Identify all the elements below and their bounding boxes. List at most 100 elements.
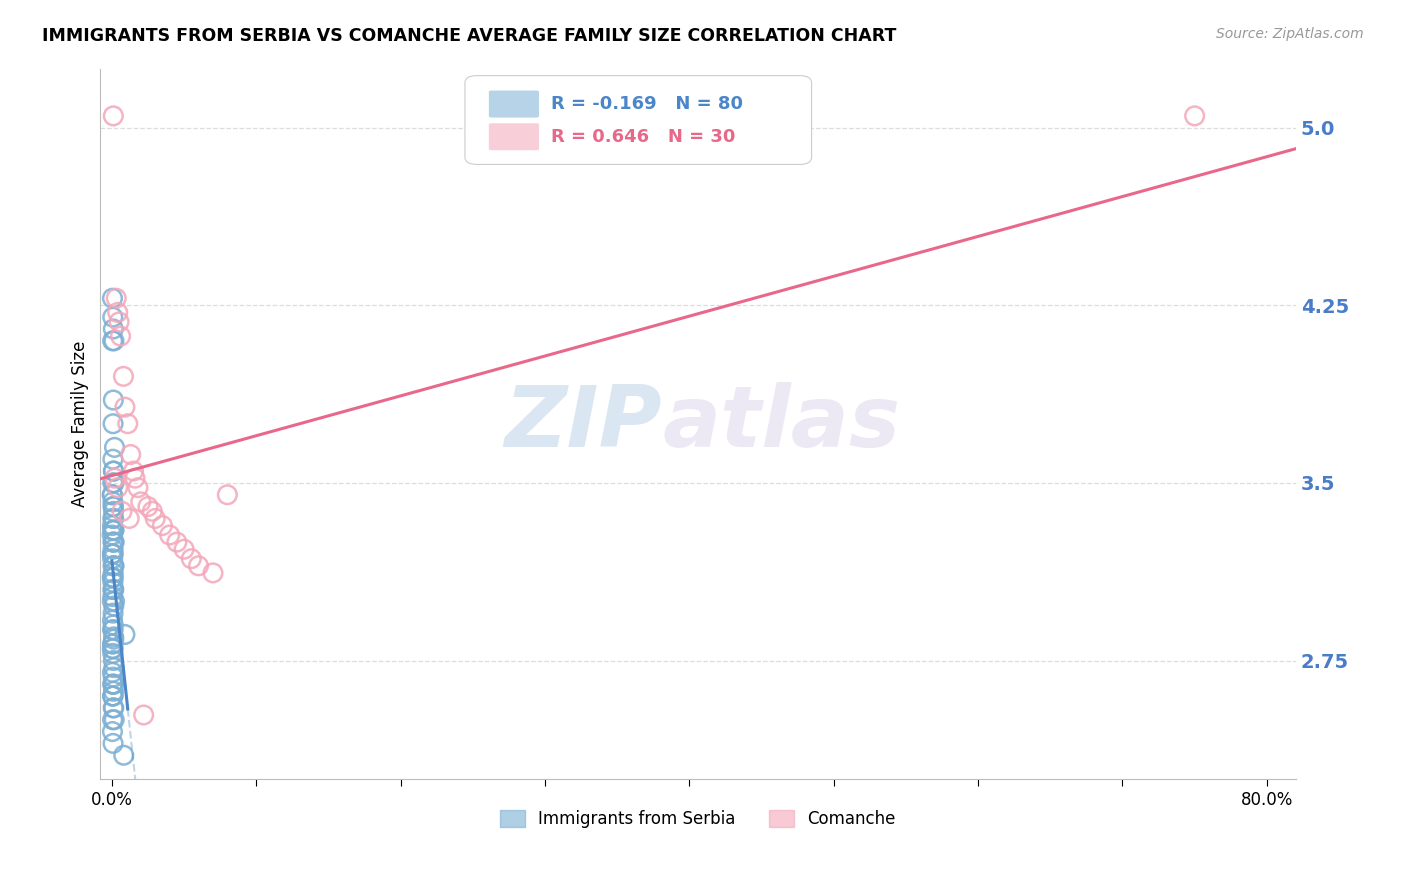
Text: ZIP: ZIP xyxy=(505,382,662,466)
Y-axis label: Average Family Size: Average Family Size xyxy=(72,341,89,507)
Point xyxy=(101,334,124,348)
Point xyxy=(103,599,125,613)
Point xyxy=(103,618,125,632)
Point xyxy=(101,452,124,467)
Point xyxy=(101,641,124,656)
Point xyxy=(101,689,124,703)
Point xyxy=(132,708,155,723)
Text: Source: ZipAtlas.com: Source: ZipAtlas.com xyxy=(1216,27,1364,41)
Point xyxy=(101,535,124,549)
Point xyxy=(201,566,224,580)
Point xyxy=(101,689,124,703)
Point xyxy=(112,748,135,763)
FancyBboxPatch shape xyxy=(489,123,538,150)
Text: IMMIGRANTS FROM SERBIA VS COMANCHE AVERAGE FAMILY SIZE CORRELATION CHART: IMMIGRANTS FROM SERBIA VS COMANCHE AVERA… xyxy=(42,27,897,45)
Point xyxy=(103,632,125,647)
Point xyxy=(101,575,124,590)
Point xyxy=(101,637,124,651)
Point xyxy=(120,448,142,462)
Point xyxy=(103,511,125,525)
Point xyxy=(103,630,125,644)
Point xyxy=(166,535,188,549)
Point xyxy=(129,495,152,509)
Point xyxy=(101,291,124,305)
Point xyxy=(180,551,202,566)
Point xyxy=(101,594,124,608)
Point xyxy=(103,523,125,537)
Point xyxy=(111,504,134,518)
FancyBboxPatch shape xyxy=(489,91,538,118)
Point xyxy=(103,322,125,336)
Point xyxy=(101,488,124,502)
Point xyxy=(101,677,124,691)
Point xyxy=(124,471,146,485)
Point xyxy=(117,417,139,431)
Point xyxy=(101,488,124,502)
Point xyxy=(103,464,125,478)
Point xyxy=(110,329,132,343)
Point xyxy=(103,500,125,514)
Point xyxy=(118,511,141,525)
Point xyxy=(1184,109,1206,123)
Point xyxy=(152,518,174,533)
Point xyxy=(101,623,124,637)
Point xyxy=(103,582,125,597)
Point xyxy=(101,606,124,620)
Point xyxy=(108,315,131,329)
Point xyxy=(101,590,124,604)
Point xyxy=(103,660,125,674)
Point xyxy=(114,400,136,414)
Point xyxy=(103,464,125,478)
Legend: Immigrants from Serbia, Comanche: Immigrants from Serbia, Comanche xyxy=(494,803,903,835)
Point xyxy=(101,417,124,431)
Point xyxy=(103,684,125,698)
Point xyxy=(141,504,163,518)
Point xyxy=(101,724,124,739)
Point xyxy=(103,504,125,518)
Point xyxy=(101,571,124,585)
Point xyxy=(103,594,125,608)
Point xyxy=(101,551,124,566)
Point xyxy=(101,523,124,537)
Point xyxy=(103,558,125,573)
Point xyxy=(103,334,125,348)
Point xyxy=(127,481,149,495)
Point xyxy=(103,523,125,537)
Point xyxy=(101,623,124,637)
Point xyxy=(101,518,124,533)
Point xyxy=(101,736,124,750)
Point xyxy=(101,647,124,661)
Point xyxy=(101,665,124,680)
Point xyxy=(159,528,181,542)
Point xyxy=(107,305,129,319)
Point xyxy=(101,310,124,325)
Point xyxy=(217,488,239,502)
Point xyxy=(101,511,124,525)
Point xyxy=(103,109,125,123)
Point xyxy=(143,511,166,525)
Point xyxy=(103,701,125,715)
Point xyxy=(107,481,129,495)
Point xyxy=(101,689,124,703)
Text: R = -0.169   N = 80: R = -0.169 N = 80 xyxy=(551,95,742,113)
Point xyxy=(103,571,125,585)
Point xyxy=(103,392,125,407)
Point xyxy=(101,475,124,490)
Point xyxy=(103,653,125,667)
Point xyxy=(101,495,124,509)
Point xyxy=(112,369,135,384)
Point xyxy=(101,582,124,597)
Point xyxy=(101,528,124,542)
Text: R = 0.646   N = 30: R = 0.646 N = 30 xyxy=(551,128,735,145)
Point xyxy=(103,547,125,561)
Point xyxy=(101,547,124,561)
Point xyxy=(101,571,124,585)
Point xyxy=(101,547,124,561)
Point xyxy=(103,566,125,580)
Point xyxy=(101,613,124,627)
Point xyxy=(101,542,124,557)
Point xyxy=(103,670,125,684)
Point xyxy=(103,677,125,691)
Point xyxy=(104,471,127,485)
Point xyxy=(173,542,195,557)
